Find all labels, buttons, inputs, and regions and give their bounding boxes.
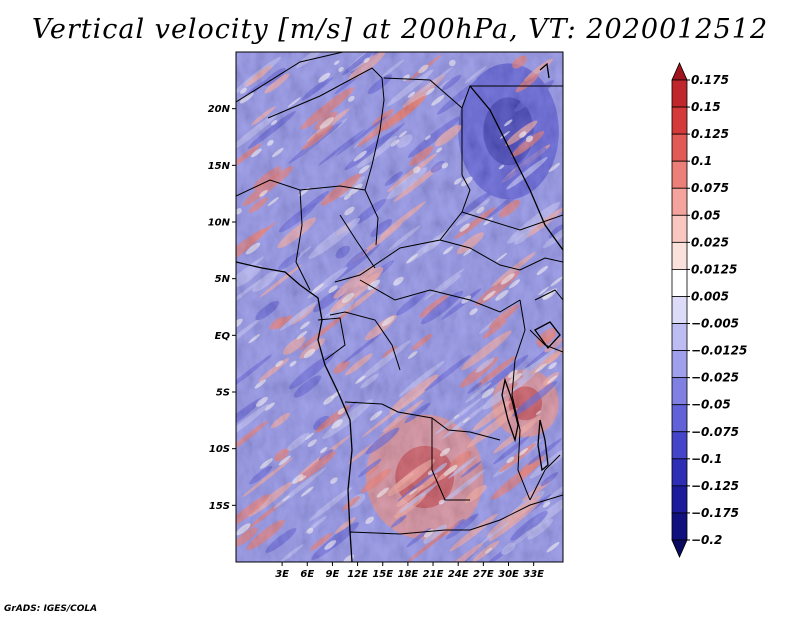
- border-niger-chad: [364, 164, 379, 246]
- lake-victoria: [534, 321, 561, 350]
- x-tick-label: 24E: [448, 569, 469, 580]
- lake-malawi: [537, 419, 549, 472]
- y-tick-label: 5S: [216, 388, 230, 399]
- border-angola-zambia: [431, 418, 470, 501]
- border-mozambique: [529, 454, 561, 501]
- x-tick-label: 12E: [347, 569, 368, 580]
- border-drc-east: [511, 299, 531, 501]
- colorbar: 0.175 0.15 0.125 0.1 0.075 0.05 0.025 0.0125 0.0…: [671, 62, 747, 558]
- border-car-drc: [359, 279, 521, 313]
- colorbar-box: [671, 431, 688, 460]
- colorbar-label: 0.125: [691, 127, 729, 141]
- x-tick-label: 18E: [398, 569, 419, 580]
- coastline-west-africa: [236, 261, 353, 562]
- colorbar-label: 0.1: [691, 154, 712, 168]
- border-angola-namibia: [349, 529, 446, 535]
- colorbar-label: 0.15: [691, 100, 721, 114]
- y-tick-label: 10N: [208, 218, 231, 229]
- colorbar-box: [671, 458, 688, 487]
- colorbar-label: −0.2: [691, 533, 722, 547]
- colorbar-box: [671, 512, 688, 541]
- x-tick-label: 21E: [423, 569, 444, 580]
- colorbar-label: 0.175: [691, 73, 729, 87]
- border-libya-chad: [383, 77, 463, 175]
- map-frame: [235, 51, 564, 563]
- colorbar-label: 0.05: [691, 208, 721, 222]
- colorbar-arrow-top: [671, 62, 688, 81]
- colorbar-box: [671, 214, 688, 243]
- grads-credit: GrADS: IGES/COLA: [4, 604, 98, 614]
- colorbar-box: [671, 79, 688, 108]
- x-tick-label: 9E: [326, 569, 340, 580]
- map-area: [236, 52, 563, 562]
- colorbar-label: −0.175: [691, 506, 739, 520]
- y-tick-label: 20N: [208, 104, 231, 115]
- y-tick-label: EQ: [215, 331, 231, 342]
- colorbar-box: [671, 404, 688, 433]
- border-nigeria: [295, 189, 311, 291]
- colorbar-box: [671, 160, 688, 189]
- y-tick-label: 15S: [209, 501, 230, 512]
- y-tick-label: 5N: [215, 274, 231, 285]
- border-kenya: [534, 289, 563, 301]
- x-tick-label: 3E: [275, 569, 289, 580]
- colorbar-label: 0.005: [691, 289, 729, 303]
- y-axis: 20N 15N 10N 5N EQ 5S 10S 15S: [208, 104, 236, 512]
- x-tick-label: 27E: [473, 569, 494, 580]
- colorbar-box: [671, 323, 688, 351]
- colorbar-box: [671, 296, 688, 324]
- colorbar-label: 0.0125: [691, 262, 737, 276]
- colorbar-box: [671, 350, 688, 379]
- colorbar-label: 0.025: [691, 235, 729, 249]
- border-zambia-south: [445, 494, 563, 531]
- colorbar-box: [671, 377, 688, 406]
- colorbar-box: [671, 269, 688, 297]
- border-algeria-niger: [267, 67, 385, 166]
- colorbar-label: −0.1: [691, 452, 722, 466]
- border-sudan-ssd: [461, 211, 563, 231]
- colorbar-arrow-bottom: [671, 539, 688, 558]
- x-tick-label: 33E: [523, 569, 544, 580]
- y-tick-label: 10S: [209, 444, 230, 455]
- border-congo: [329, 311, 401, 371]
- x-tick-label: 15E: [372, 569, 393, 580]
- texture-overlay: [236, 52, 563, 562]
- border-sahara-west: [236, 52, 344, 103]
- colorbar-box: [671, 106, 688, 135]
- lake-tanganyika: [501, 377, 519, 443]
- colorbar-box: [671, 485, 688, 514]
- colorbar-box: [671, 133, 688, 162]
- colorbar-label: −0.125: [691, 479, 739, 493]
- coastline-red-sea: [469, 85, 563, 251]
- nile-delta: [539, 62, 550, 79]
- colorbar-label: −0.075: [691, 425, 739, 439]
- chart-title: Vertical velocity [m/s] at 200hPa, VT: 2…: [31, 14, 769, 45]
- border-chad-sudan: [439, 239, 563, 271]
- colorbar-label: −0.05: [691, 398, 731, 412]
- x-tick-label: 6E: [300, 569, 314, 580]
- border-nigeria-cameroon: [339, 214, 376, 269]
- border-tanzania: [529, 329, 563, 353]
- coastline: [236, 62, 563, 562]
- border-gabon: [317, 317, 346, 361]
- x-tick-label: 30E: [498, 569, 519, 580]
- colorbar-label: −0.005: [691, 317, 739, 331]
- y-tick-label: 15N: [208, 161, 231, 172]
- x-axis: 3E 6E 9E 12E 15E 18E 21E 24E 27E 30E 33E: [275, 562, 544, 580]
- colorbar-box: [671, 241, 688, 270]
- colorbar-label: −0.0125: [691, 344, 747, 358]
- colorbar-box: [671, 187, 688, 216]
- colorbar-label: 0.075: [691, 181, 729, 195]
- colorbar-label: −0.025: [691, 371, 739, 385]
